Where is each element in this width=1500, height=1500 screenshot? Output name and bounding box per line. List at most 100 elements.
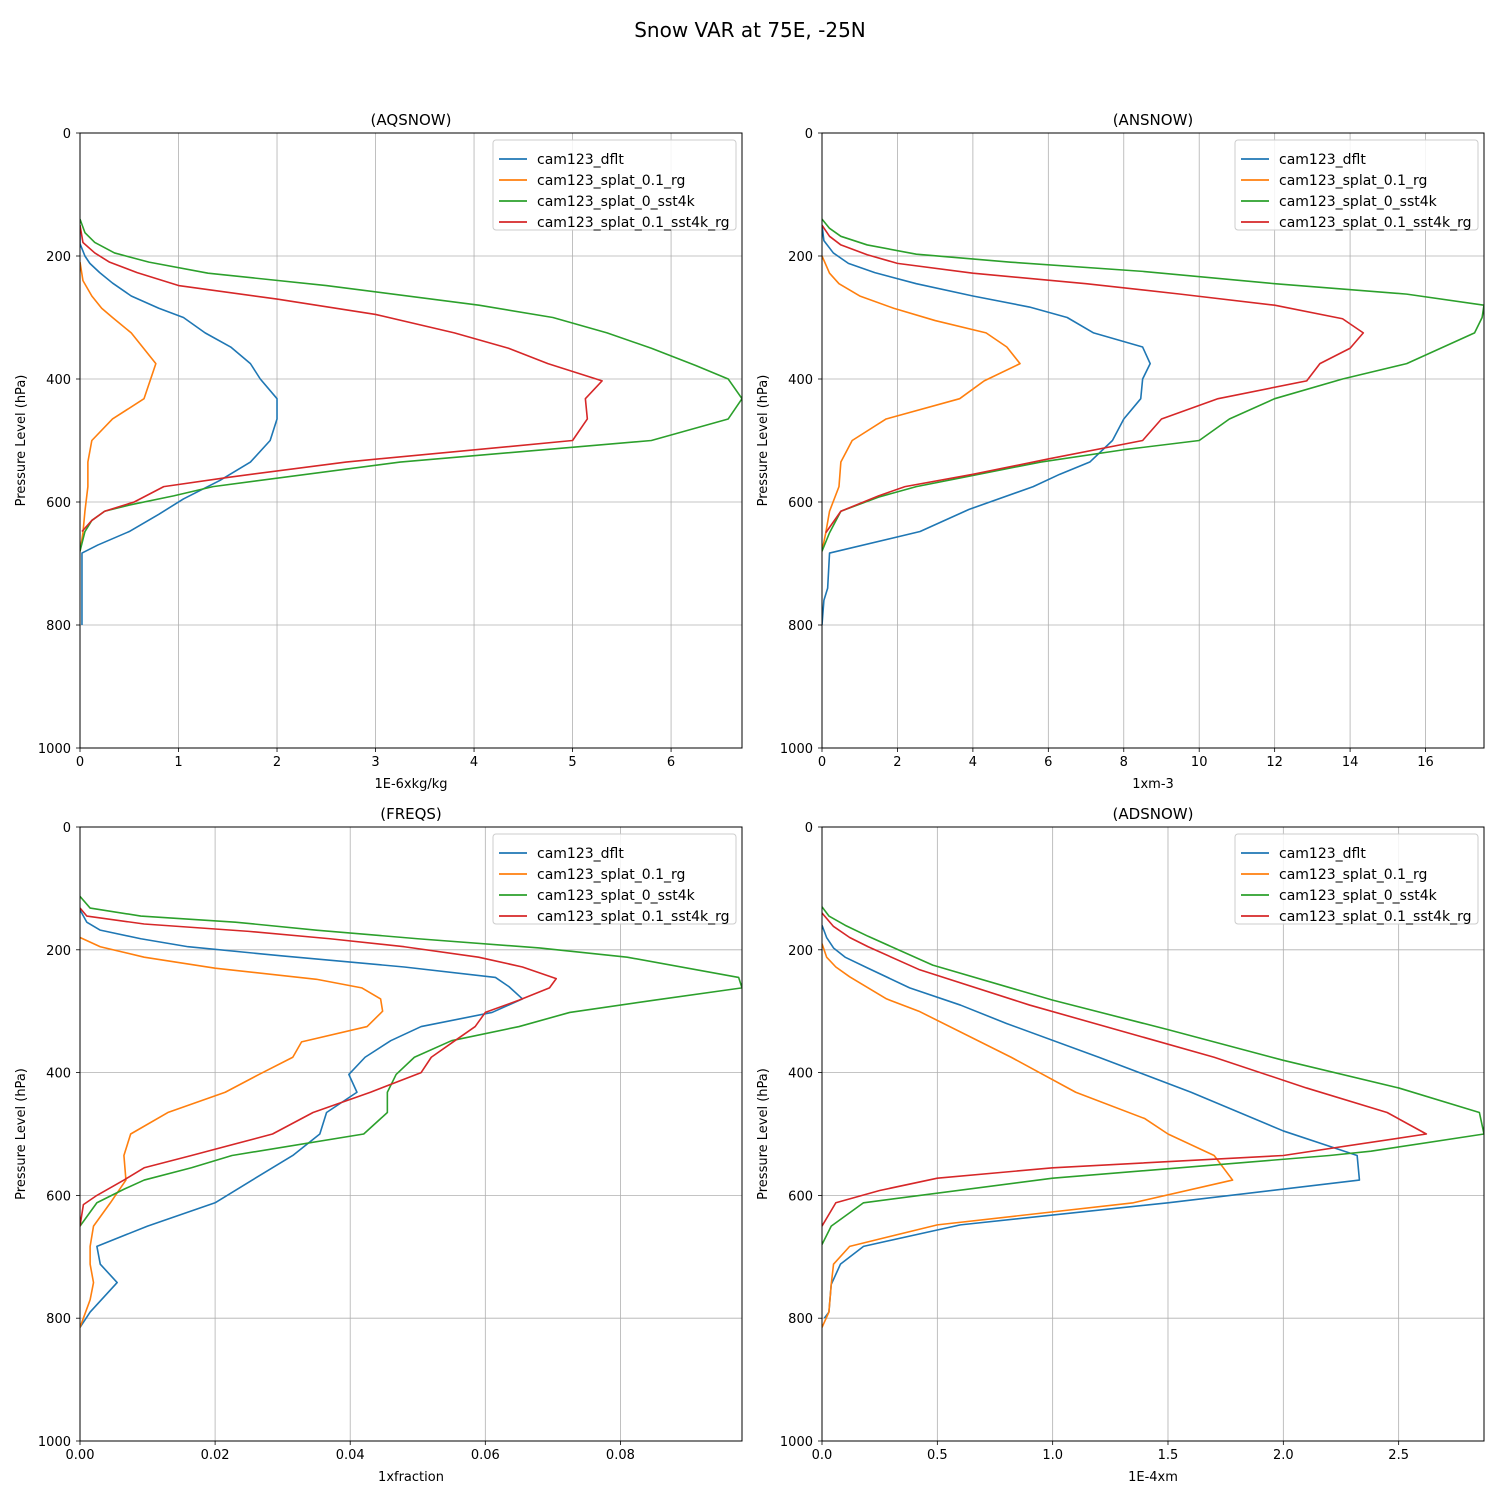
y-tick-label: 800: [788, 1312, 813, 1327]
y-tick-label: 600: [788, 496, 813, 511]
series-group: [822, 218, 1484, 626]
legend: cam123_dflt cam123_splat_0.1_rg cam123_spl…: [492, 139, 737, 231]
legend-entry: cam123_splat_0.1_rg: [1279, 173, 1427, 189]
x-tick-label: 10: [1191, 755, 1208, 770]
y-tick-label: 1000: [780, 742, 813, 757]
x-tick-label: 4: [969, 755, 977, 770]
x-axis-label: 1xfraction: [378, 1470, 444, 1485]
x-tick-label: 2.5: [1388, 1448, 1409, 1463]
legend-entry: cam123_splat_0.1_sst4k_rg: [1279, 215, 1472, 231]
series-line-cam123_dflt: [822, 924, 1361, 1319]
y-tick-label: 600: [46, 496, 71, 511]
y-tick-label: 400: [46, 373, 71, 388]
x-tick-label: 0.0: [812, 1448, 833, 1463]
y-tick-label: 800: [788, 619, 813, 634]
subplot-title: (ANSNOW): [1113, 111, 1194, 129]
x-tick-label: 3: [371, 755, 379, 770]
legend-entry: cam123_splat_0.1_rg: [537, 173, 685, 189]
axes-frame: [821, 826, 1485, 1442]
legend-entry: cam123_splat_0_sst4k: [1279, 888, 1438, 904]
legend: cam123_dflt cam123_splat_0.1_rg cam123_spl…: [1234, 833, 1479, 925]
x-tick-label: 0.04: [336, 1448, 365, 1463]
y-tick-label: 200: [788, 944, 813, 959]
x-tick-label: 2: [273, 755, 281, 770]
x-tick-label: 4: [470, 755, 478, 770]
y-tick-label: 400: [46, 1067, 71, 1082]
series-line-cam123_splat_0_sst4k: [80, 218, 742, 552]
y-tick-label: 0: [805, 821, 813, 836]
x-tick-label: 0.00: [66, 1448, 95, 1463]
x-tick-label: 0.02: [201, 1448, 230, 1463]
x-axis-label: 1E-4xm: [1128, 1470, 1178, 1485]
legend-entry: cam123_dflt: [537, 152, 624, 168]
y-tick-label: 200: [46, 250, 71, 265]
axes-frame: [79, 826, 743, 1442]
x-tick-label: 6: [667, 755, 675, 770]
x-tick-label: 14: [1342, 755, 1359, 770]
series-line-cam123_splat_0.1_rg: [80, 262, 157, 552]
series-line-cam123_dflt: [80, 909, 524, 1328]
x-tick-label: 0: [76, 755, 84, 770]
series-group: [80, 895, 742, 1328]
y-tick-label: 600: [46, 1189, 71, 1204]
x-tick-label: 12: [1266, 755, 1283, 770]
series-line-cam123_dflt: [80, 225, 278, 625]
y-axis-label: Pressure Level (hPa): [756, 375, 771, 507]
series-line-cam123_splat_0.1_sst4k_rg: [80, 907, 558, 1227]
subplot-title: (ADSNOW): [1113, 805, 1194, 823]
legend: cam123_dflt cam123_splat_0.1_rg cam123_spl…: [1234, 139, 1479, 231]
x-tick-label: 0.5: [927, 1448, 948, 1463]
legend-entry: cam123_dflt: [1279, 846, 1366, 862]
y-tick-label: 0: [805, 127, 813, 142]
y-axis-label: Pressure Level (hPa): [14, 375, 29, 507]
y-tick-label: 1000: [38, 742, 71, 757]
subplot-4: 0.0 0.5 1.0 1.5 2.0 2.5 0 200 400 600 800 1000 (ADSN…: [756, 805, 1485, 1485]
legend-box: [1234, 139, 1479, 231]
series-line-cam123_splat_0.1_sst4k_rg: [80, 225, 603, 533]
y-tick-label: 1000: [38, 1435, 71, 1450]
y-axis-label: Pressure Level (hPa): [756, 1068, 771, 1200]
legend-box: [492, 139, 737, 231]
subplot-2: 0 2 4 6 8 10 12 14 16 0 200 400 600 800 1000 (ANSNOW) 1x…: [756, 111, 1485, 792]
y-tick-label: 200: [788, 250, 813, 265]
legend: cam123_dflt cam123_splat_0.1_rg cam123_spl…: [492, 833, 737, 925]
legend-entry: cam123_splat_0.1_rg: [537, 867, 685, 883]
subplot-title: (AQSNOW): [371, 111, 452, 129]
series-line-cam123_splat_0_sst4k: [822, 218, 1484, 552]
y-tick-label: 1000: [780, 1435, 813, 1450]
subplot-3: 0.00 0.02 0.04 0.06 0.08 0 200 400 600 800 1000 (FR…: [14, 805, 743, 1485]
y-axis-label: Pressure Level (hPa): [14, 1068, 29, 1200]
series-line-cam123_splat_0.1_rg: [80, 936, 384, 1328]
series-line-cam123_splat_0.1_sst4k_rg: [822, 912, 1428, 1227]
legend-entry: cam123_splat_0_sst4k: [537, 194, 696, 210]
y-tick-label: 600: [788, 1189, 813, 1204]
legend-entry: cam123_splat_0.1_sst4k_rg: [1279, 909, 1472, 925]
series-line-cam123_splat_0.1_rg: [822, 943, 1234, 1328]
legend-box: [1234, 833, 1479, 925]
series-line-cam123_splat_0.1_rg: [822, 255, 1021, 552]
x-tick-label: 0.08: [606, 1448, 635, 1463]
figure-title: Snow VAR at 75E, -25N: [634, 18, 866, 42]
legend-entry: cam123_splat_0.1_sst4k_rg: [537, 215, 730, 231]
x-tick-label: 2: [893, 755, 901, 770]
legend-entry: cam123_splat_0_sst4k: [537, 888, 696, 904]
x-axis-label: 1xm-3: [1132, 777, 1174, 792]
series-line-cam123_splat_0_sst4k: [822, 906, 1484, 1245]
y-tick-label: 800: [46, 1312, 71, 1327]
x-axis-label: 1E-6xkg/kg: [374, 777, 447, 792]
y-tick-label: 0: [63, 127, 71, 142]
x-tick-label: 16: [1417, 755, 1434, 770]
x-tick-label: 2.0: [1273, 1448, 1294, 1463]
y-tick-label: 0: [63, 821, 71, 836]
x-tick-label: 6: [1044, 755, 1052, 770]
legend-entry: cam123_splat_0.1_sst4k_rg: [537, 909, 730, 925]
x-tick-label: 1.0: [1042, 1448, 1063, 1463]
legend-box: [492, 833, 737, 925]
x-tick-label: 0.06: [471, 1448, 500, 1463]
series-group: [80, 218, 742, 625]
x-tick-label: 1.5: [1158, 1448, 1179, 1463]
legend-entry: cam123_splat_0_sst4k: [1279, 194, 1438, 210]
y-tick-label: 400: [788, 373, 813, 388]
series-group: [822, 906, 1484, 1328]
